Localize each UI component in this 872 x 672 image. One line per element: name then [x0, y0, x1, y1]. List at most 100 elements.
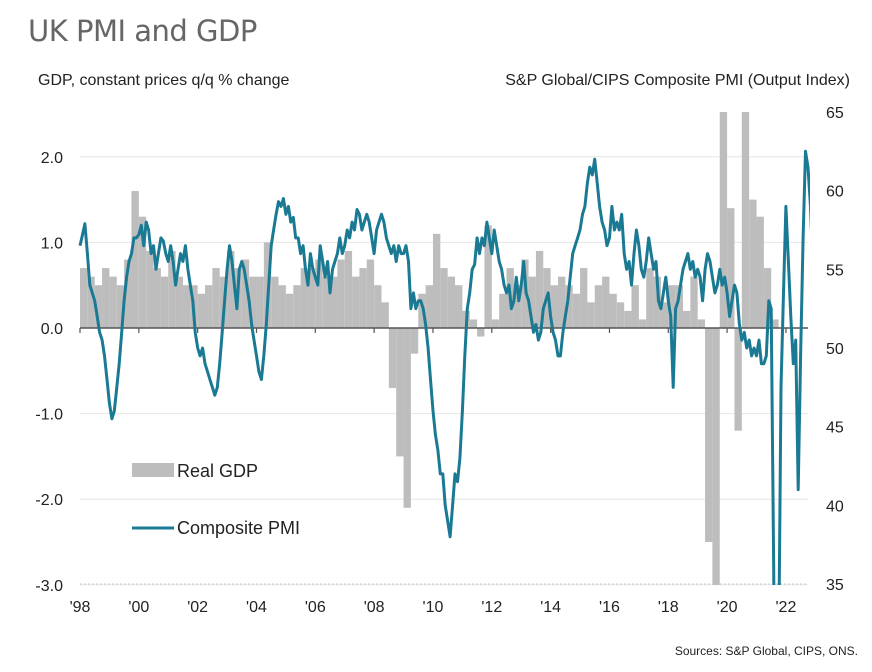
gdp-bar: [337, 259, 345, 328]
left-axis-tick-label: 0.0: [41, 321, 63, 338]
gdp-bar: [469, 319, 478, 328]
left-axis-tick-label: -1.0: [35, 407, 63, 424]
gdp-bar: [734, 328, 742, 431]
right-axis-title: S&P Global/CIPS Composite PMI (Output In…: [505, 72, 850, 89]
x-axis-tick-label: '08: [364, 599, 385, 616]
gdp-bar: [116, 285, 125, 328]
gdp-bar: [146, 250, 154, 328]
gdp-bar: [182, 285, 191, 328]
gdp-bar: [175, 276, 183, 328]
gdp-bar: [631, 285, 639, 328]
gdp-bar: [455, 285, 463, 328]
x-axis-tick-label: '12: [481, 599, 502, 616]
gdp-bar: [241, 259, 250, 328]
legend-label-pmi: Composite PMI: [177, 518, 300, 538]
gdp-bar: [763, 268, 772, 328]
gdp-bar: [418, 293, 426, 328]
gdp-bar: [705, 328, 713, 542]
gdp-bar: [160, 276, 169, 328]
gdp-bar: [344, 250, 353, 328]
gdp-bar: [749, 199, 757, 328]
right-axis-tick-label: 40: [826, 498, 844, 515]
gdp-bar: [712, 328, 720, 585]
x-axis-tick-label: '10: [423, 599, 444, 616]
gdp-bar: [440, 268, 448, 328]
gdp-bar: [499, 293, 507, 328]
legend-label-gdp: Real GDP: [177, 461, 258, 481]
legend-swatch-gdp: [132, 463, 174, 477]
gdp-bar: [109, 276, 117, 328]
gdp-bar: [102, 268, 110, 328]
gdp-bar: [322, 276, 331, 328]
right-axis-tick-label: 55: [826, 262, 844, 279]
left-axis-title: GDP, constant prices q/q % change: [38, 72, 290, 89]
gdp-bar: [374, 285, 382, 328]
left-axis-ticks: 2.0 1.0 0.0 -1.0 -2.0 -3.0: [35, 150, 63, 595]
gdp-bar: [646, 268, 654, 328]
gdp-bar: [138, 216, 147, 328]
right-axis-tick-label: 35: [826, 577, 844, 594]
gdp-bar: [580, 268, 588, 328]
gdp-bar: [153, 268, 161, 328]
x-axis-tick-label: '02: [187, 599, 208, 616]
gdp-bar: [278, 285, 286, 328]
right-axis-tick-label: 45: [826, 420, 844, 437]
gdp-bar: [572, 293, 581, 328]
pmi-line: [78, 149, 810, 585]
x-axis-tick-label: '20: [717, 599, 738, 616]
gdp-bar: [212, 268, 220, 328]
gdp-bar: [300, 268, 308, 328]
gdp-bar: [359, 268, 367, 328]
gdp-bar: [80, 268, 88, 328]
legend: Real GDP Composite PMI: [132, 461, 300, 538]
gdp-bar: [565, 285, 573, 328]
gdp-bar: [410, 328, 419, 354]
left-axis-tick-label: 1.0: [41, 235, 63, 252]
x-axis: [79, 327, 808, 585]
gdp-bar: [719, 112, 728, 328]
gdp-bar: [660, 302, 669, 328]
right-axis-ticks: 65 60 55 50 45 40 35: [826, 105, 844, 594]
x-axis-tick-label: '06: [305, 599, 326, 616]
gdp-bar: [602, 276, 610, 328]
pmi-line-group: [78, 149, 810, 585]
gdp-bar: [675, 285, 683, 328]
gdp-bar: [249, 276, 257, 328]
x-axis-tick-label: '16: [599, 599, 620, 616]
x-axis-ticks: '98 '00 '02 '04 '06 '08 '10 '12 '14 '16 '18 '20 '22: [70, 599, 797, 616]
gdp-bar: [771, 319, 779, 328]
gdp-bar: [388, 328, 397, 388]
right-axis-tick-label: 60: [826, 184, 844, 201]
gdp-bar: [396, 328, 404, 457]
gdp-bar: [616, 302, 625, 328]
gdp-bar: [528, 276, 536, 328]
gdp-bar: [727, 208, 735, 328]
x-axis-tick-label: '14: [540, 599, 561, 616]
gdp-bar: [535, 250, 544, 328]
gdp-bar: [256, 276, 264, 328]
gdp-bar: [690, 276, 698, 328]
right-axis-tick-label: 65: [826, 105, 844, 122]
gdp-bar: [197, 293, 206, 328]
gdp-bar: [131, 191, 139, 328]
gdp-bar: [271, 276, 279, 328]
gdp-bar: [653, 276, 661, 328]
gdp-bar: [366, 259, 375, 328]
gdp-bar: [425, 285, 433, 328]
gdp-bar: [594, 285, 603, 328]
gdp-bar: [307, 268, 316, 328]
x-axis-tick-label: '00: [128, 599, 149, 616]
gdp-bar: [624, 310, 632, 328]
x-axis-tick-label: '22: [776, 599, 797, 616]
chart-title: UK PMI and GDP: [28, 14, 257, 48]
source-note: Sources: S&P Global, CIPS, ONS.: [674, 644, 858, 658]
gdp-bar: [587, 302, 595, 328]
gdp-bar: [741, 112, 750, 328]
gdp-bar: [227, 250, 235, 328]
gdp-bar: [491, 319, 500, 328]
gdp-bar: [352, 276, 360, 328]
gdp-bar: [557, 276, 566, 328]
x-axis-tick-label: '98: [70, 599, 91, 616]
gdp-bar: [94, 285, 103, 328]
